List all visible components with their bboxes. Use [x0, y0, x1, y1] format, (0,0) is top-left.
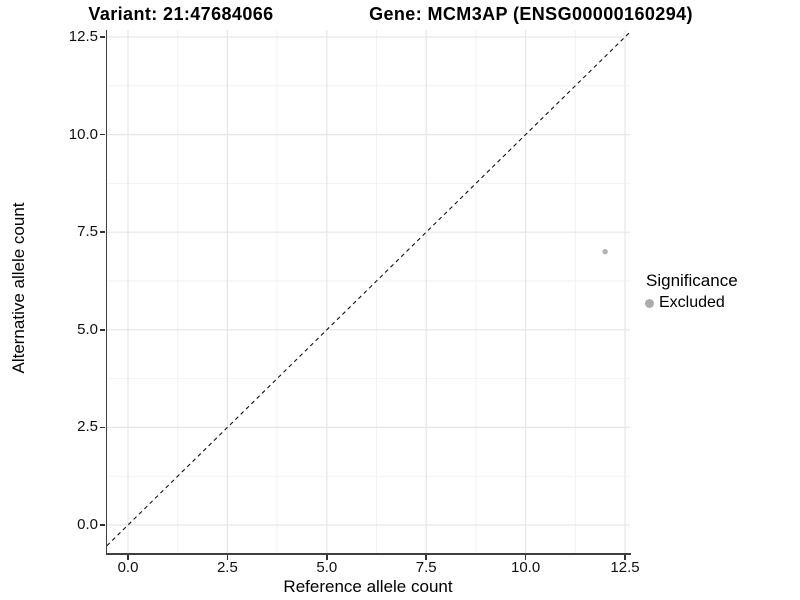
- legend-title: Significance: [646, 271, 738, 290]
- x-axis-line: [105, 553, 631, 555]
- y-tick-mark: [100, 133, 105, 136]
- y-tick-mark: [100, 524, 105, 526]
- x-tick-label: 0.0: [117, 559, 139, 576]
- y-tick-mark: [100, 329, 105, 331]
- y-axis-title: Alternative allele count: [9, 202, 28, 374]
- y-tick-label: 10.0: [68, 125, 98, 143]
- legend: Significance Excluded: [645, 271, 738, 312]
- x-tick-mark: [226, 555, 229, 560]
- plot-canvas: [107, 30, 630, 553]
- x-tick-mark: [425, 555, 427, 560]
- y-axis-line: [105, 30, 108, 554]
- x-tick-label: 2.5: [216, 559, 238, 576]
- x-tick-mark: [326, 555, 328, 560]
- legend-item-label: Excluded: [659, 294, 725, 311]
- x-tick-label: 10.0: [510, 559, 541, 576]
- plot-panel: [107, 30, 630, 553]
- y-tick-label: 0.0: [77, 516, 98, 533]
- y-tick-mark: [100, 231, 105, 233]
- x-tick-label: 7.5: [415, 559, 437, 576]
- x-tick-label: 5.0: [316, 559, 338, 576]
- x-tick-mark: [524, 555, 527, 560]
- x-tick-mark: [624, 555, 626, 560]
- y-tick-label: 5.0: [77, 320, 98, 338]
- legend-items: Excluded: [645, 294, 738, 312]
- x-tick-label: 12.5: [610, 559, 640, 576]
- legend-key-dot-icon: [645, 298, 654, 308]
- y-tick-label: 12.5: [68, 28, 98, 45]
- data-point: [602, 249, 608, 255]
- legend-item: Excluded: [645, 294, 738, 312]
- y-tick-label: 2.5: [77, 418, 98, 436]
- x-tick-mark: [127, 555, 129, 560]
- identity-reference-line: [107, 31, 630, 547]
- y-tick-mark: [100, 36, 105, 38]
- variant-title: Variant: 21:47684066: [88, 4, 274, 24]
- y-tick-label: 7.5: [77, 223, 98, 241]
- y-tick-mark: [100, 426, 105, 429]
- x-axis-title: Reference allele count: [283, 577, 453, 596]
- gene-title: Gene: MCM3AP (ENSG00000160294): [369, 4, 693, 24]
